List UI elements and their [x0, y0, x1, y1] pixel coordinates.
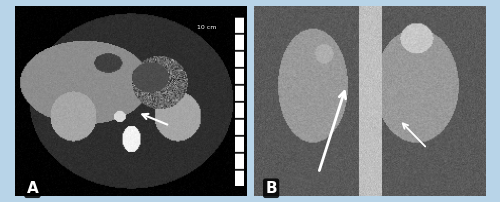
Text: A: A	[26, 181, 38, 196]
Text: 10 cm: 10 cm	[197, 25, 216, 30]
Text: B: B	[266, 181, 277, 196]
